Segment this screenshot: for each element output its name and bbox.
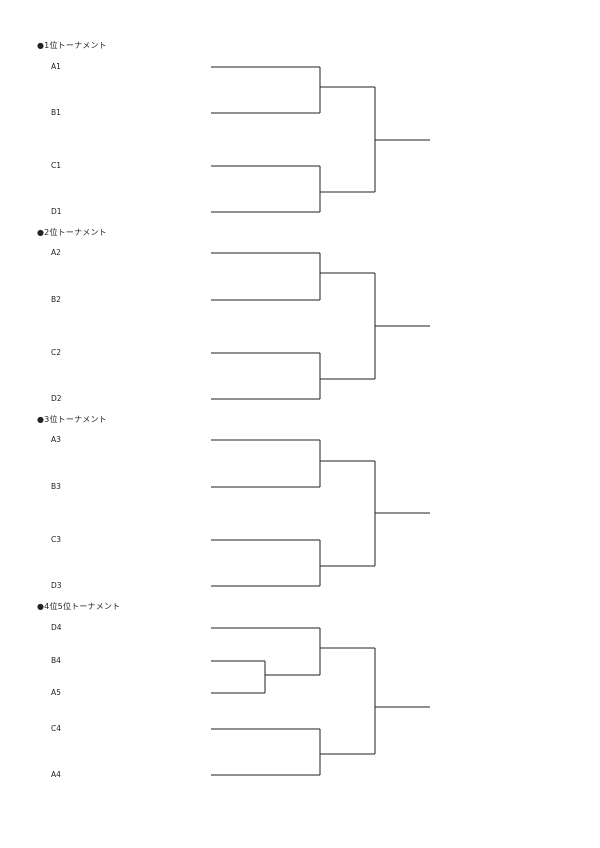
- team-label: A3: [51, 435, 61, 444]
- bracket-2: [211, 252, 430, 400]
- team-label: D3: [51, 581, 62, 590]
- bracket-3: [211, 439, 430, 587]
- team-label: C3: [51, 535, 62, 544]
- team-label: D1: [51, 207, 62, 216]
- team-label: A2: [51, 248, 61, 257]
- team-label: B1: [51, 108, 61, 117]
- team-label: B3: [51, 482, 61, 491]
- team-label: C2: [51, 348, 62, 357]
- team-label: B2: [51, 295, 61, 304]
- section-title: ●3位トーナメント: [37, 415, 107, 424]
- team-label: A4: [51, 770, 61, 779]
- section-title: ●2位トーナメント: [37, 228, 107, 237]
- team-label: A5: [51, 688, 61, 697]
- team-label: B4: [51, 656, 61, 665]
- bracket-1: [211, 66, 430, 213]
- team-label: A1: [51, 62, 61, 71]
- team-label: C4: [51, 724, 62, 733]
- bracket-4: [211, 627, 430, 776]
- team-label: C1: [51, 161, 62, 170]
- team-label: D4: [51, 623, 62, 632]
- section-title: ●4位5位トーナメント: [37, 602, 121, 611]
- section-title: ●1位トーナメント: [37, 41, 107, 50]
- team-label: D2: [51, 394, 62, 403]
